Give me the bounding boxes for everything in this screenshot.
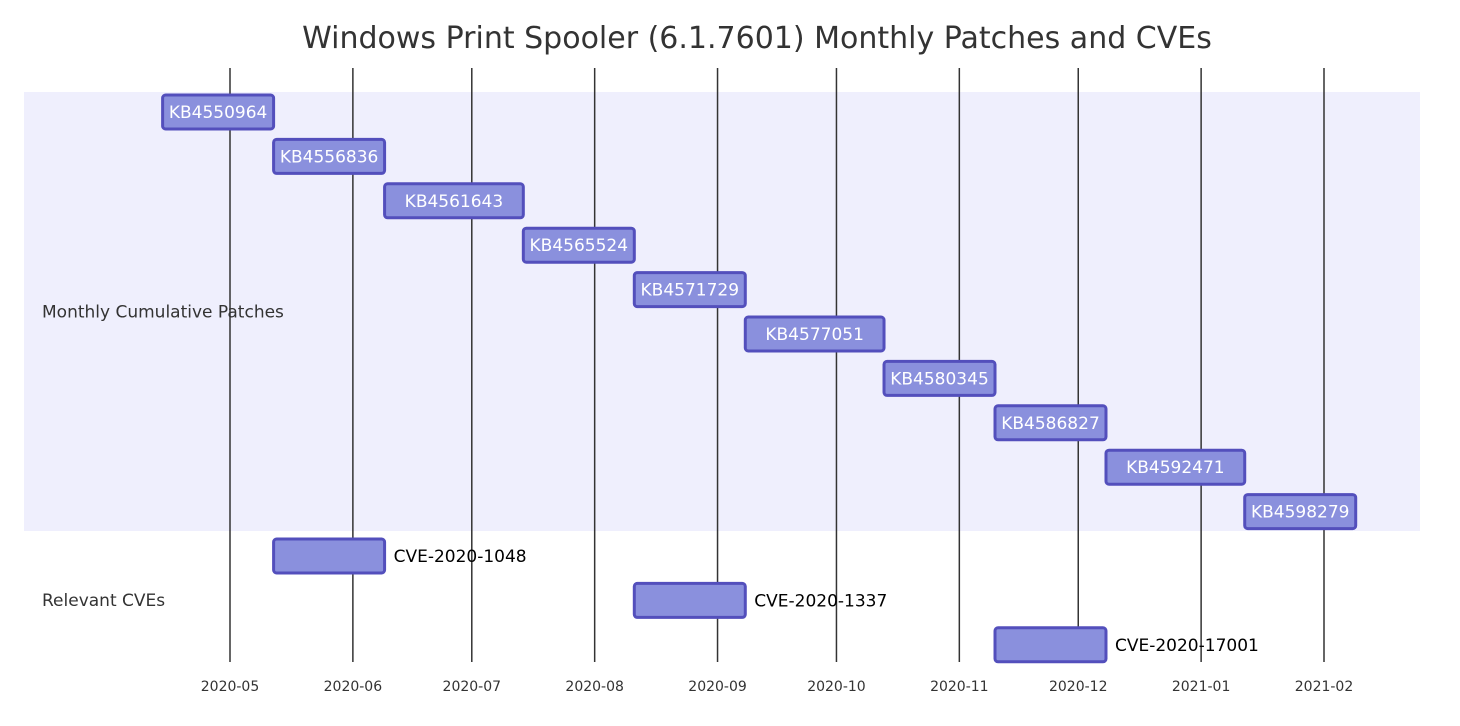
task-label: KB4586827 [1001, 414, 1100, 434]
task-label: CVE-2020-1337 [754, 591, 887, 611]
x-tick-label: 2020-06 [324, 679, 383, 695]
section-label: Monthly Cumulative Patches [42, 303, 284, 323]
task-label: KB4556836 [280, 147, 379, 167]
task-bar[interactable] [272, 137, 387, 175]
task-label: CVE-2020-1048 [394, 547, 527, 567]
section-label: Relevant CVEs [42, 591, 165, 611]
task-label: KB4592471 [1126, 458, 1225, 478]
task-bar[interactable] [161, 93, 276, 131]
task-label: KB4598279 [1251, 503, 1350, 523]
task-label: KB4565524 [530, 236, 629, 256]
task-bar[interactable] [993, 626, 1108, 664]
task-bar[interactable] [521, 226, 636, 264]
x-tick-label: 2020-12 [1049, 679, 1108, 695]
task-label: CVE-2020-17001 [1115, 636, 1259, 656]
task-label: KB4561643 [405, 192, 504, 212]
x-tick-label: 2021-02 [1295, 679, 1354, 695]
task-bar[interactable] [993, 404, 1108, 442]
task-bar[interactable] [383, 182, 525, 220]
x-tick-label: 2021-01 [1172, 679, 1231, 695]
x-tick-label: 2020-11 [930, 679, 989, 695]
task-bar[interactable] [1104, 448, 1247, 486]
task-bar[interactable] [882, 359, 997, 397]
x-axis-ticks: 2020-05 2020-06 2020-07 2020-08 2020-09 2020-… [201, 679, 1354, 695]
x-tick-label: 2020-10 [807, 679, 866, 695]
task-label: KB4577051 [765, 325, 864, 345]
task-bars: KB4550964 KB4556836 KB4561643 KB4565524 KB45… [161, 93, 1358, 664]
chart-title: Windows Print Spooler (6.1.7601) Monthly… [302, 21, 1212, 56]
x-tick-label: 2020-09 [688, 679, 747, 695]
x-tick-label: 2020-05 [201, 679, 260, 695]
x-tick-label: 2020-08 [565, 679, 624, 695]
task-bar[interactable] [632, 581, 747, 619]
section-bands [24, 92, 1420, 665]
task-bar[interactable] [743, 315, 886, 353]
task-label: KB4550964 [169, 103, 268, 123]
task-label: KB4571729 [641, 281, 740, 301]
task-bar[interactable] [632, 271, 747, 309]
task-label: KB4580345 [890, 369, 989, 389]
x-tick-label: 2020-07 [443, 679, 502, 695]
section-labels: Monthly Cumulative Patches Relevant CVEs [42, 303, 284, 612]
task-bar[interactable] [1243, 493, 1358, 531]
task-bar[interactable] [272, 537, 387, 575]
